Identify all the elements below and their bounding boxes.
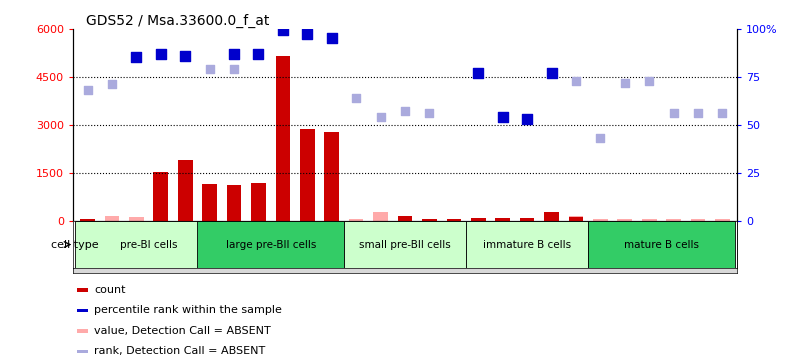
Point	[692, 111, 705, 116]
Text: pre-BI cells: pre-BI cells	[120, 240, 177, 250]
Point	[130, 55, 143, 60]
Text: mature B cells: mature B cells	[624, 240, 699, 250]
Bar	[373, 212, 388, 221]
Bar	[588, 221, 735, 268]
Bar	[398, 220, 412, 221]
Text: small pre-BII cells: small pre-BII cells	[359, 240, 451, 250]
Point	[716, 111, 729, 116]
Bar	[422, 220, 437, 221]
Bar	[80, 220, 95, 221]
Point	[399, 109, 411, 114]
Bar	[642, 220, 657, 221]
Bar	[129, 216, 143, 221]
Bar	[77, 288, 87, 292]
Bar	[715, 220, 730, 221]
Point	[276, 27, 289, 33]
Point	[301, 31, 313, 37]
Point	[228, 66, 241, 72]
Point	[374, 114, 387, 120]
Point	[618, 80, 631, 85]
Bar	[593, 220, 608, 221]
Point	[350, 95, 363, 101]
Text: GDS52 / Msa.33600.0_f_at: GDS52 / Msa.33600.0_f_at	[86, 14, 270, 27]
Text: rank, Detection Call = ABSENT: rank, Detection Call = ABSENT	[94, 346, 265, 356]
Bar	[77, 309, 87, 312]
Bar	[422, 219, 437, 221]
Bar	[544, 212, 559, 221]
Bar	[349, 220, 364, 221]
Point	[497, 114, 509, 120]
Point	[423, 111, 436, 116]
Bar	[446, 220, 461, 221]
Bar	[275, 56, 290, 221]
Text: cell type: cell type	[51, 240, 99, 250]
Bar	[471, 218, 485, 221]
Point	[179, 53, 192, 59]
Text: immature B cells: immature B cells	[483, 240, 571, 250]
Text: value, Detection Call = ABSENT: value, Detection Call = ABSENT	[94, 326, 271, 336]
Point	[545, 70, 558, 76]
Bar	[227, 185, 241, 221]
Point	[471, 70, 484, 76]
Bar	[691, 220, 706, 221]
Bar	[178, 160, 193, 221]
Bar	[77, 329, 87, 333]
Bar	[300, 129, 314, 221]
Bar	[344, 221, 466, 268]
Point	[155, 51, 168, 56]
Text: count: count	[94, 285, 126, 295]
Text: percentile rank within the sample: percentile rank within the sample	[94, 306, 282, 316]
Bar	[325, 132, 339, 221]
Point	[326, 35, 339, 41]
Text: large pre-BII cells: large pre-BII cells	[225, 240, 316, 250]
Bar	[80, 220, 95, 221]
Bar	[251, 183, 266, 221]
Bar	[520, 218, 535, 221]
Point	[642, 78, 655, 84]
Point	[667, 111, 680, 116]
Bar	[466, 221, 588, 268]
Bar	[153, 172, 168, 221]
Bar	[667, 220, 681, 221]
Bar	[198, 221, 344, 268]
Point	[252, 51, 265, 56]
Point	[521, 116, 534, 122]
Bar	[104, 216, 119, 221]
Bar	[617, 220, 632, 221]
Point	[228, 51, 241, 56]
Bar	[446, 219, 461, 221]
Point	[203, 66, 216, 72]
Bar	[202, 184, 217, 221]
Bar	[75, 221, 222, 268]
Point	[594, 136, 607, 141]
Bar	[398, 216, 412, 221]
Bar	[569, 216, 583, 221]
Point	[105, 82, 118, 87]
Point	[81, 87, 94, 93]
Bar	[496, 218, 510, 221]
Point	[569, 78, 582, 84]
Bar	[569, 216, 583, 221]
Bar	[77, 350, 87, 353]
